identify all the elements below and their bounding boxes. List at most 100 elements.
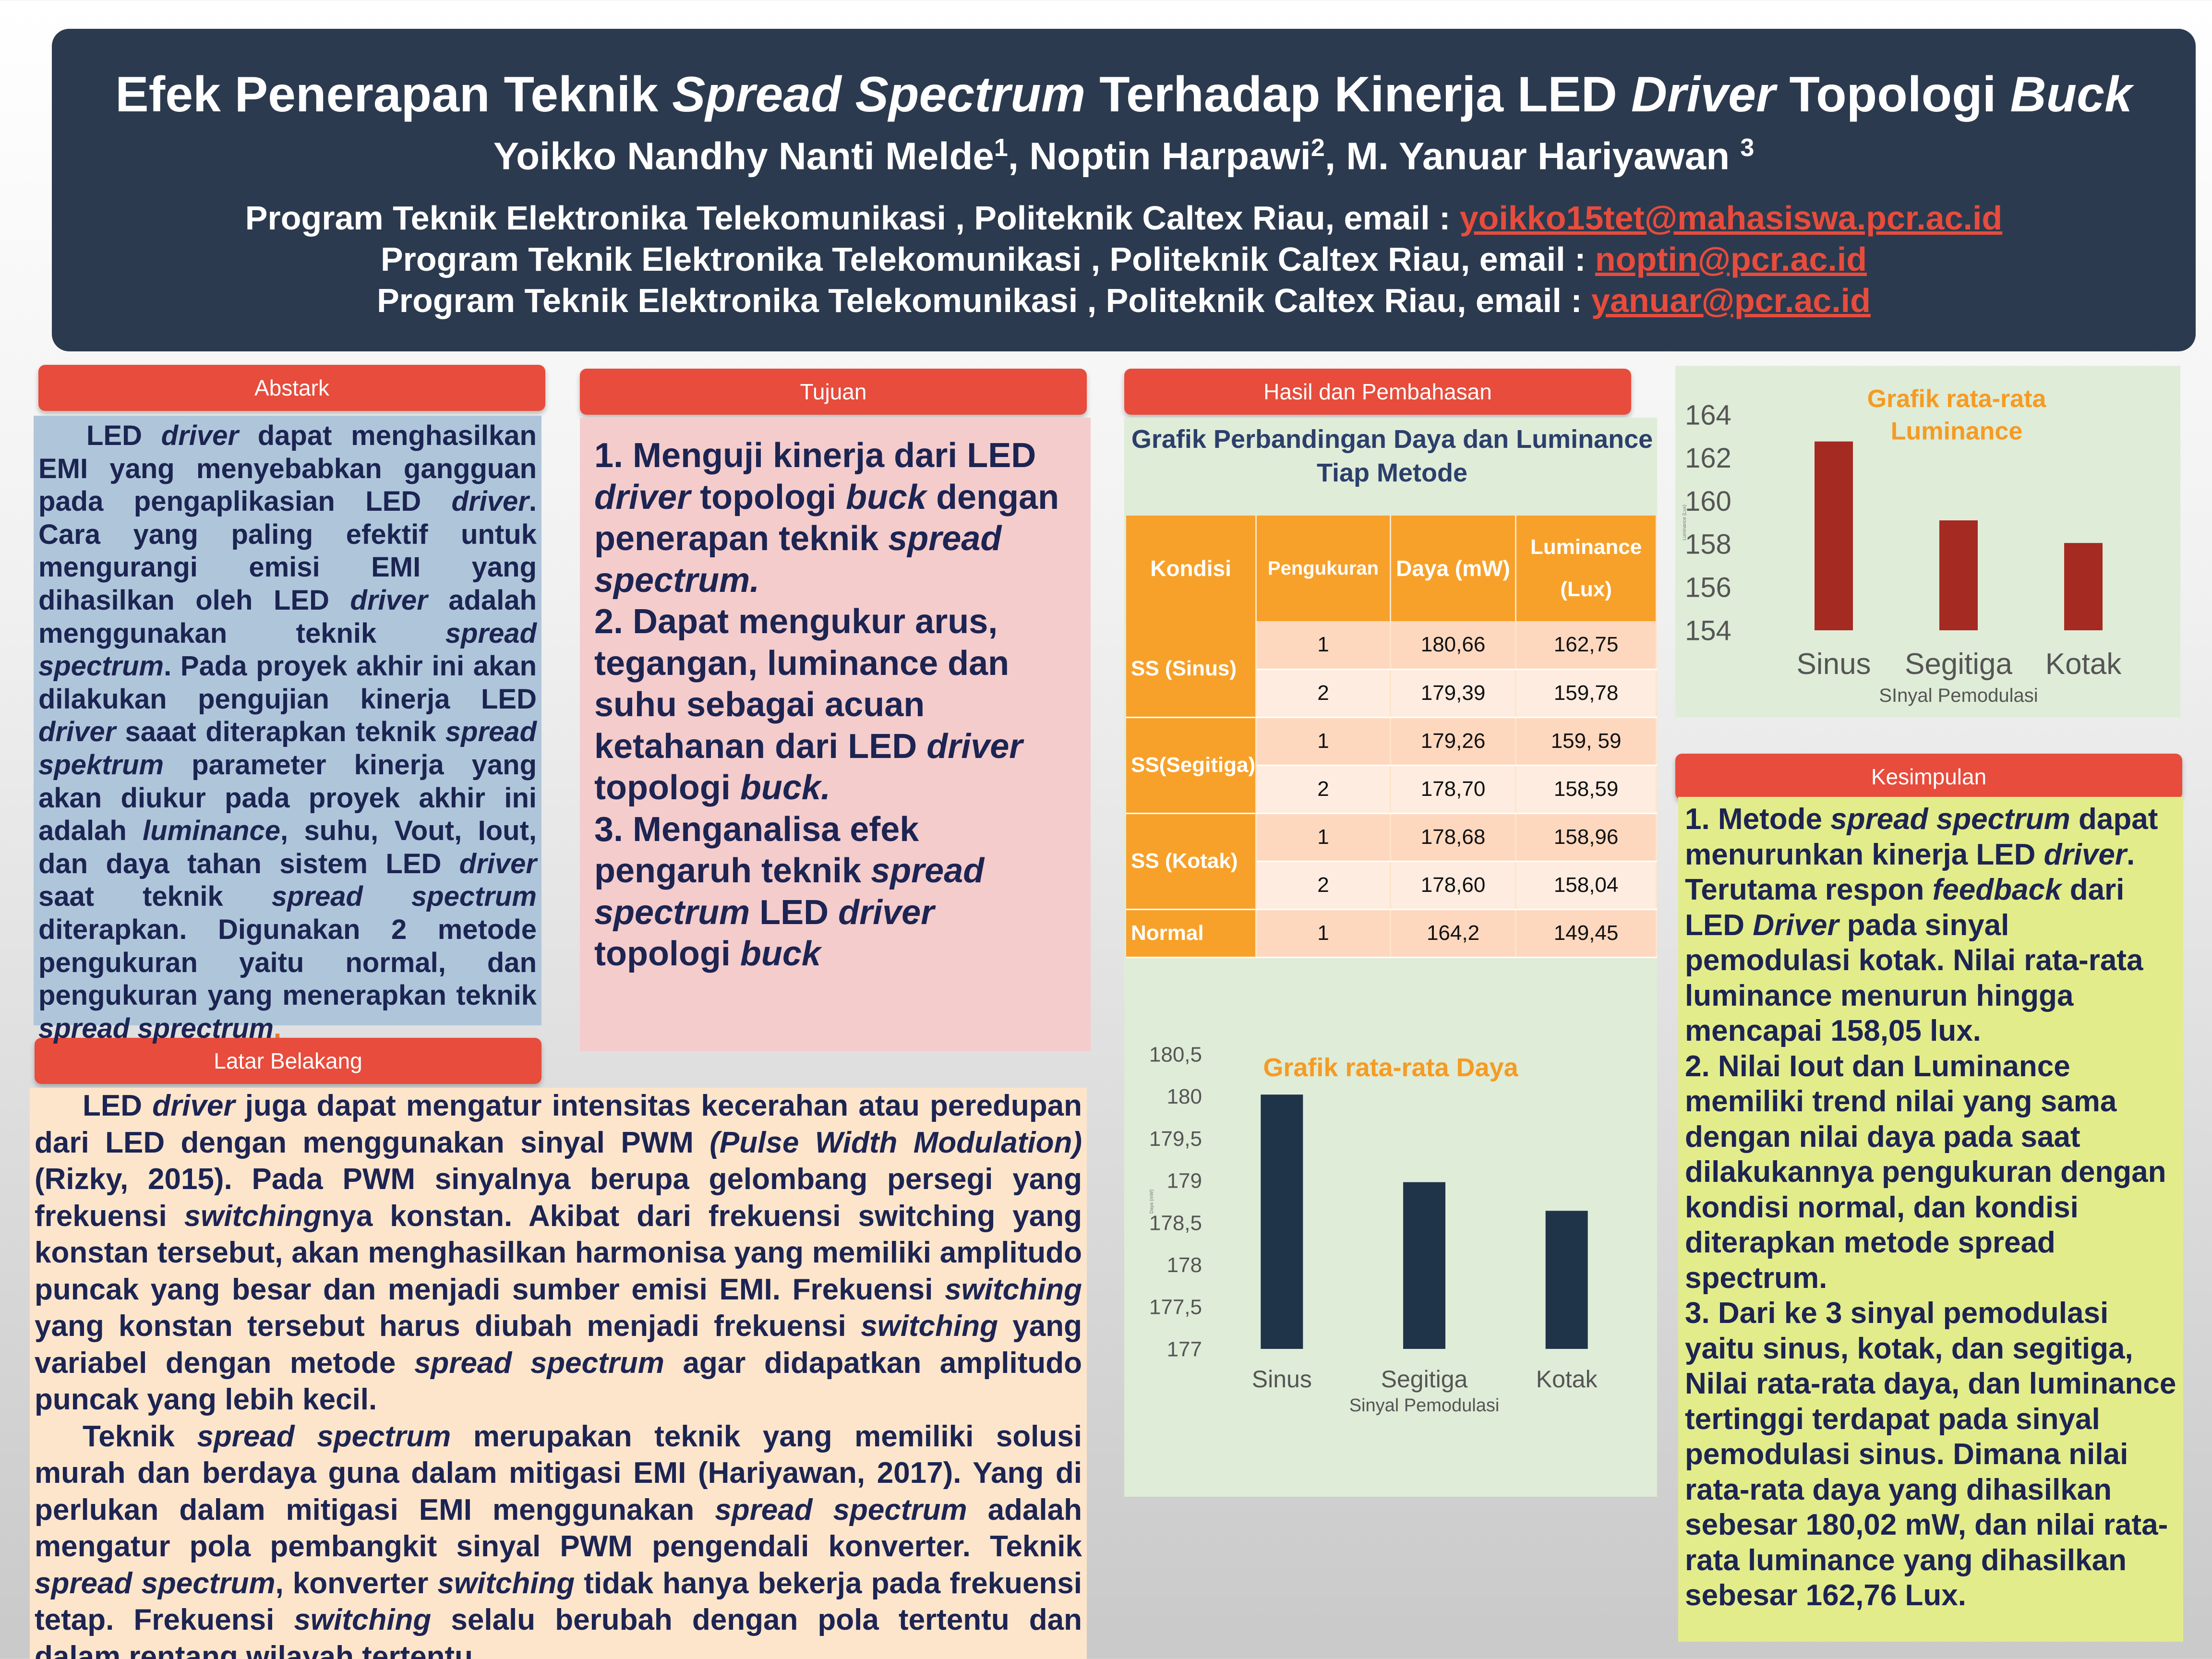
abstract-body: LED driver dapat menghasilkan EMI yang m… (34, 416, 541, 1044)
table-cell: 1 (1256, 621, 1391, 670)
y-tick-label: 177 (1167, 1337, 1202, 1361)
chart-title: Grafik rata-rata (1867, 385, 2047, 413)
y-axis-label: Daya (mW) (1149, 1190, 1154, 1214)
table-cell: 159,78 (1515, 669, 1657, 718)
latar-body: LED driver juga dapat mengatur intensita… (30, 1088, 1087, 1659)
table-row: 2 178,60 158,04 (1126, 861, 1657, 910)
luminance-bar-chart: 154 156 158 160 162 164 Sinus Segitiga Kotak Graf… (1682, 385, 2122, 706)
table-cell: 2 (1256, 765, 1391, 814)
table-cell: 178,70 (1390, 765, 1517, 814)
bar (1261, 1094, 1303, 1349)
luminance-chart-panel (1675, 366, 2180, 717)
chart-title: Grafik rata-rata Daya (1263, 1053, 1518, 1082)
x-axis-label: Sinyal Pemodulasi (1349, 1395, 1500, 1416)
tujuan-heading: Tujuan (580, 369, 1087, 415)
table-cell: 2 (1256, 669, 1391, 718)
bar (1815, 441, 1853, 630)
tujuan-item: 3. Menganalisa efek pengaruh teknik spre… (594, 810, 985, 974)
table-cell: 178,60 (1390, 861, 1517, 910)
x-tick-label: Segitiga (1381, 1366, 1468, 1393)
table-cell: 149,45 (1515, 909, 1657, 958)
table-row: SS (Kotak) 1 178,68 158,96 (1126, 813, 1657, 910)
table-cell: SS(Segitiga) (1126, 717, 1257, 814)
bar (1939, 520, 1978, 630)
y-tick-label: 177,5 (1149, 1296, 1202, 1319)
poster-title: Efek Penerapan Teknik Spread Spectrum Te… (115, 67, 2132, 122)
tujuan-item: 2. Dapat mengukur arus, tegangan, lumina… (594, 602, 1023, 807)
table-row: SS (Sinus) 1 180,66 162,75 (1126, 621, 1657, 718)
chart-title: Luminance (1891, 418, 2023, 445)
y-tick-label: 179 (1167, 1169, 1202, 1193)
email-link[interactable]: noptin@pcr.ac.id (1595, 240, 1867, 278)
daya-bar-chart: 177 177,5 178 178,5 179 179,5 180 180,5 Sinus Seg… (1149, 1043, 1598, 1416)
latar-heading: Latar Belakang (35, 1038, 541, 1084)
y-tick-label: 156 (1685, 572, 1731, 603)
table-cell: 158,04 (1515, 861, 1657, 910)
affiliation-line: Program Teknik Elektronika Telekomunikas… (380, 240, 1867, 278)
kesimpulan-item: 1. Metode spread spectrum dapat menurunk… (1685, 803, 2158, 1047)
x-tick-label: Sinus (1252, 1366, 1312, 1393)
table-row: 2 179,39 159,78 (1126, 669, 1657, 718)
x-tick-label: Kotak (2045, 648, 2122, 681)
table-cell: 179,39 (1390, 669, 1517, 718)
author-name: Noptin Harpawi (1029, 134, 1311, 178)
y-tick-label: 164 (1685, 399, 1731, 431)
kesimpulan-heading: Kesimpulan (1675, 754, 2182, 800)
y-tick-label: 178,5 (1149, 1211, 1202, 1235)
abstract-heading: Abstark (38, 365, 545, 411)
x-tick-label: Sinus (1796, 648, 1871, 681)
author-name: Yoikko Nandhy Nanti Melde (493, 134, 994, 178)
column-header: Luminance (Lux) (1515, 516, 1657, 621)
email-link[interactable]: yanuar@pcr.ac.id (1591, 282, 1871, 319)
y-axis-label: Luminance (Lux) (1682, 505, 1687, 540)
y-tick-label: 178 (1167, 1253, 1202, 1277)
table-cell: 159, 59 (1515, 717, 1657, 766)
kesimpulan-item: 3. Dari ke 3 sinyal pemodulasi yaitu sin… (1685, 1297, 2176, 1612)
table-cell: 1 (1256, 813, 1391, 862)
kesimpulan-item: 2. Nilai Iout dan Luminance memiliki tre… (1685, 1049, 2166, 1295)
table-cell: 158,59 (1515, 765, 1657, 814)
table-cell: 158,96 (1515, 813, 1657, 862)
tujuan-body: 1. Menguji kinerja dari LED driver topol… (580, 418, 1091, 1051)
x-tick-label: Segitiga (1905, 648, 2013, 681)
table-cell: 2 (1256, 861, 1391, 910)
table-cell: 178,68 (1390, 813, 1517, 862)
hasil-heading: Hasil dan Pembahasan (1124, 369, 1631, 415)
results-table: Kondisi Pengukuran Daya (mW) Luminance (… (1126, 516, 1657, 958)
bar (2064, 543, 2103, 630)
y-tick-label: 162 (1685, 443, 1731, 474)
email-link[interactable]: yoikko15tet@mahasiswa.pcr.ac.id (1459, 199, 2003, 237)
table-title: Grafik Perbandingan Daya dan Luminance T… (1131, 425, 1653, 487)
table-cell: Normal (1126, 909, 1257, 958)
affiliation-line: Program Teknik Elektronika Telekomunikas… (245, 199, 2003, 237)
table-cell: 179,26 (1390, 717, 1517, 766)
bar (1545, 1211, 1588, 1349)
table-row: 2 178,70 158,59 (1126, 765, 1657, 814)
y-tick-label: 154 (1685, 615, 1731, 646)
table-row: SS(Segitiga) 1 179,26 159, 59 (1126, 717, 1657, 814)
table-cell: 164,2 (1390, 909, 1517, 958)
author-list: Yoikko Nandhy Nanti Melde1, Noptin Harpa… (493, 134, 1755, 178)
tujuan-item: 1. Menguji kinerja dari LED driver topol… (594, 436, 1059, 600)
table-cell: 1 (1256, 909, 1391, 958)
y-tick-label: 158 (1685, 529, 1731, 560)
y-tick-label: 179,5 (1149, 1127, 1202, 1151)
table-row: Normal 1 164,2 149,45 (1126, 909, 1657, 958)
column-header: Daya (mW) (1390, 516, 1517, 621)
column-header: Kondisi (1126, 516, 1257, 621)
x-axis-label: SInyal Pemodulasi (1879, 685, 2038, 706)
table-cell: 162,75 (1515, 621, 1657, 670)
y-tick-label: 180,5 (1149, 1043, 1202, 1066)
x-tick-label: Kotak (1536, 1366, 1598, 1393)
table-cell: SS (Kotak) (1126, 813, 1257, 910)
column-header: Pengukuran (1256, 516, 1391, 621)
table-header-row: Kondisi Pengukuran Daya (mW) Luminance (… (1126, 516, 1657, 621)
kesimpulan-body: 1. Metode spread spectrum dapat menurunk… (1678, 797, 2183, 1642)
table-cell: SS (Sinus) (1126, 621, 1257, 718)
y-tick-label: 160 (1685, 486, 1731, 517)
table-cell: 180,66 (1390, 621, 1517, 670)
author-name: M. Yanuar Hariyawan (1346, 134, 1741, 178)
affiliation-line: Program Teknik Elektronika Telekomunikas… (377, 282, 1871, 319)
table-cell: 1 (1256, 717, 1391, 766)
poster-header: Efek Penerapan Teknik Spread Spectrum Te… (52, 29, 2196, 351)
